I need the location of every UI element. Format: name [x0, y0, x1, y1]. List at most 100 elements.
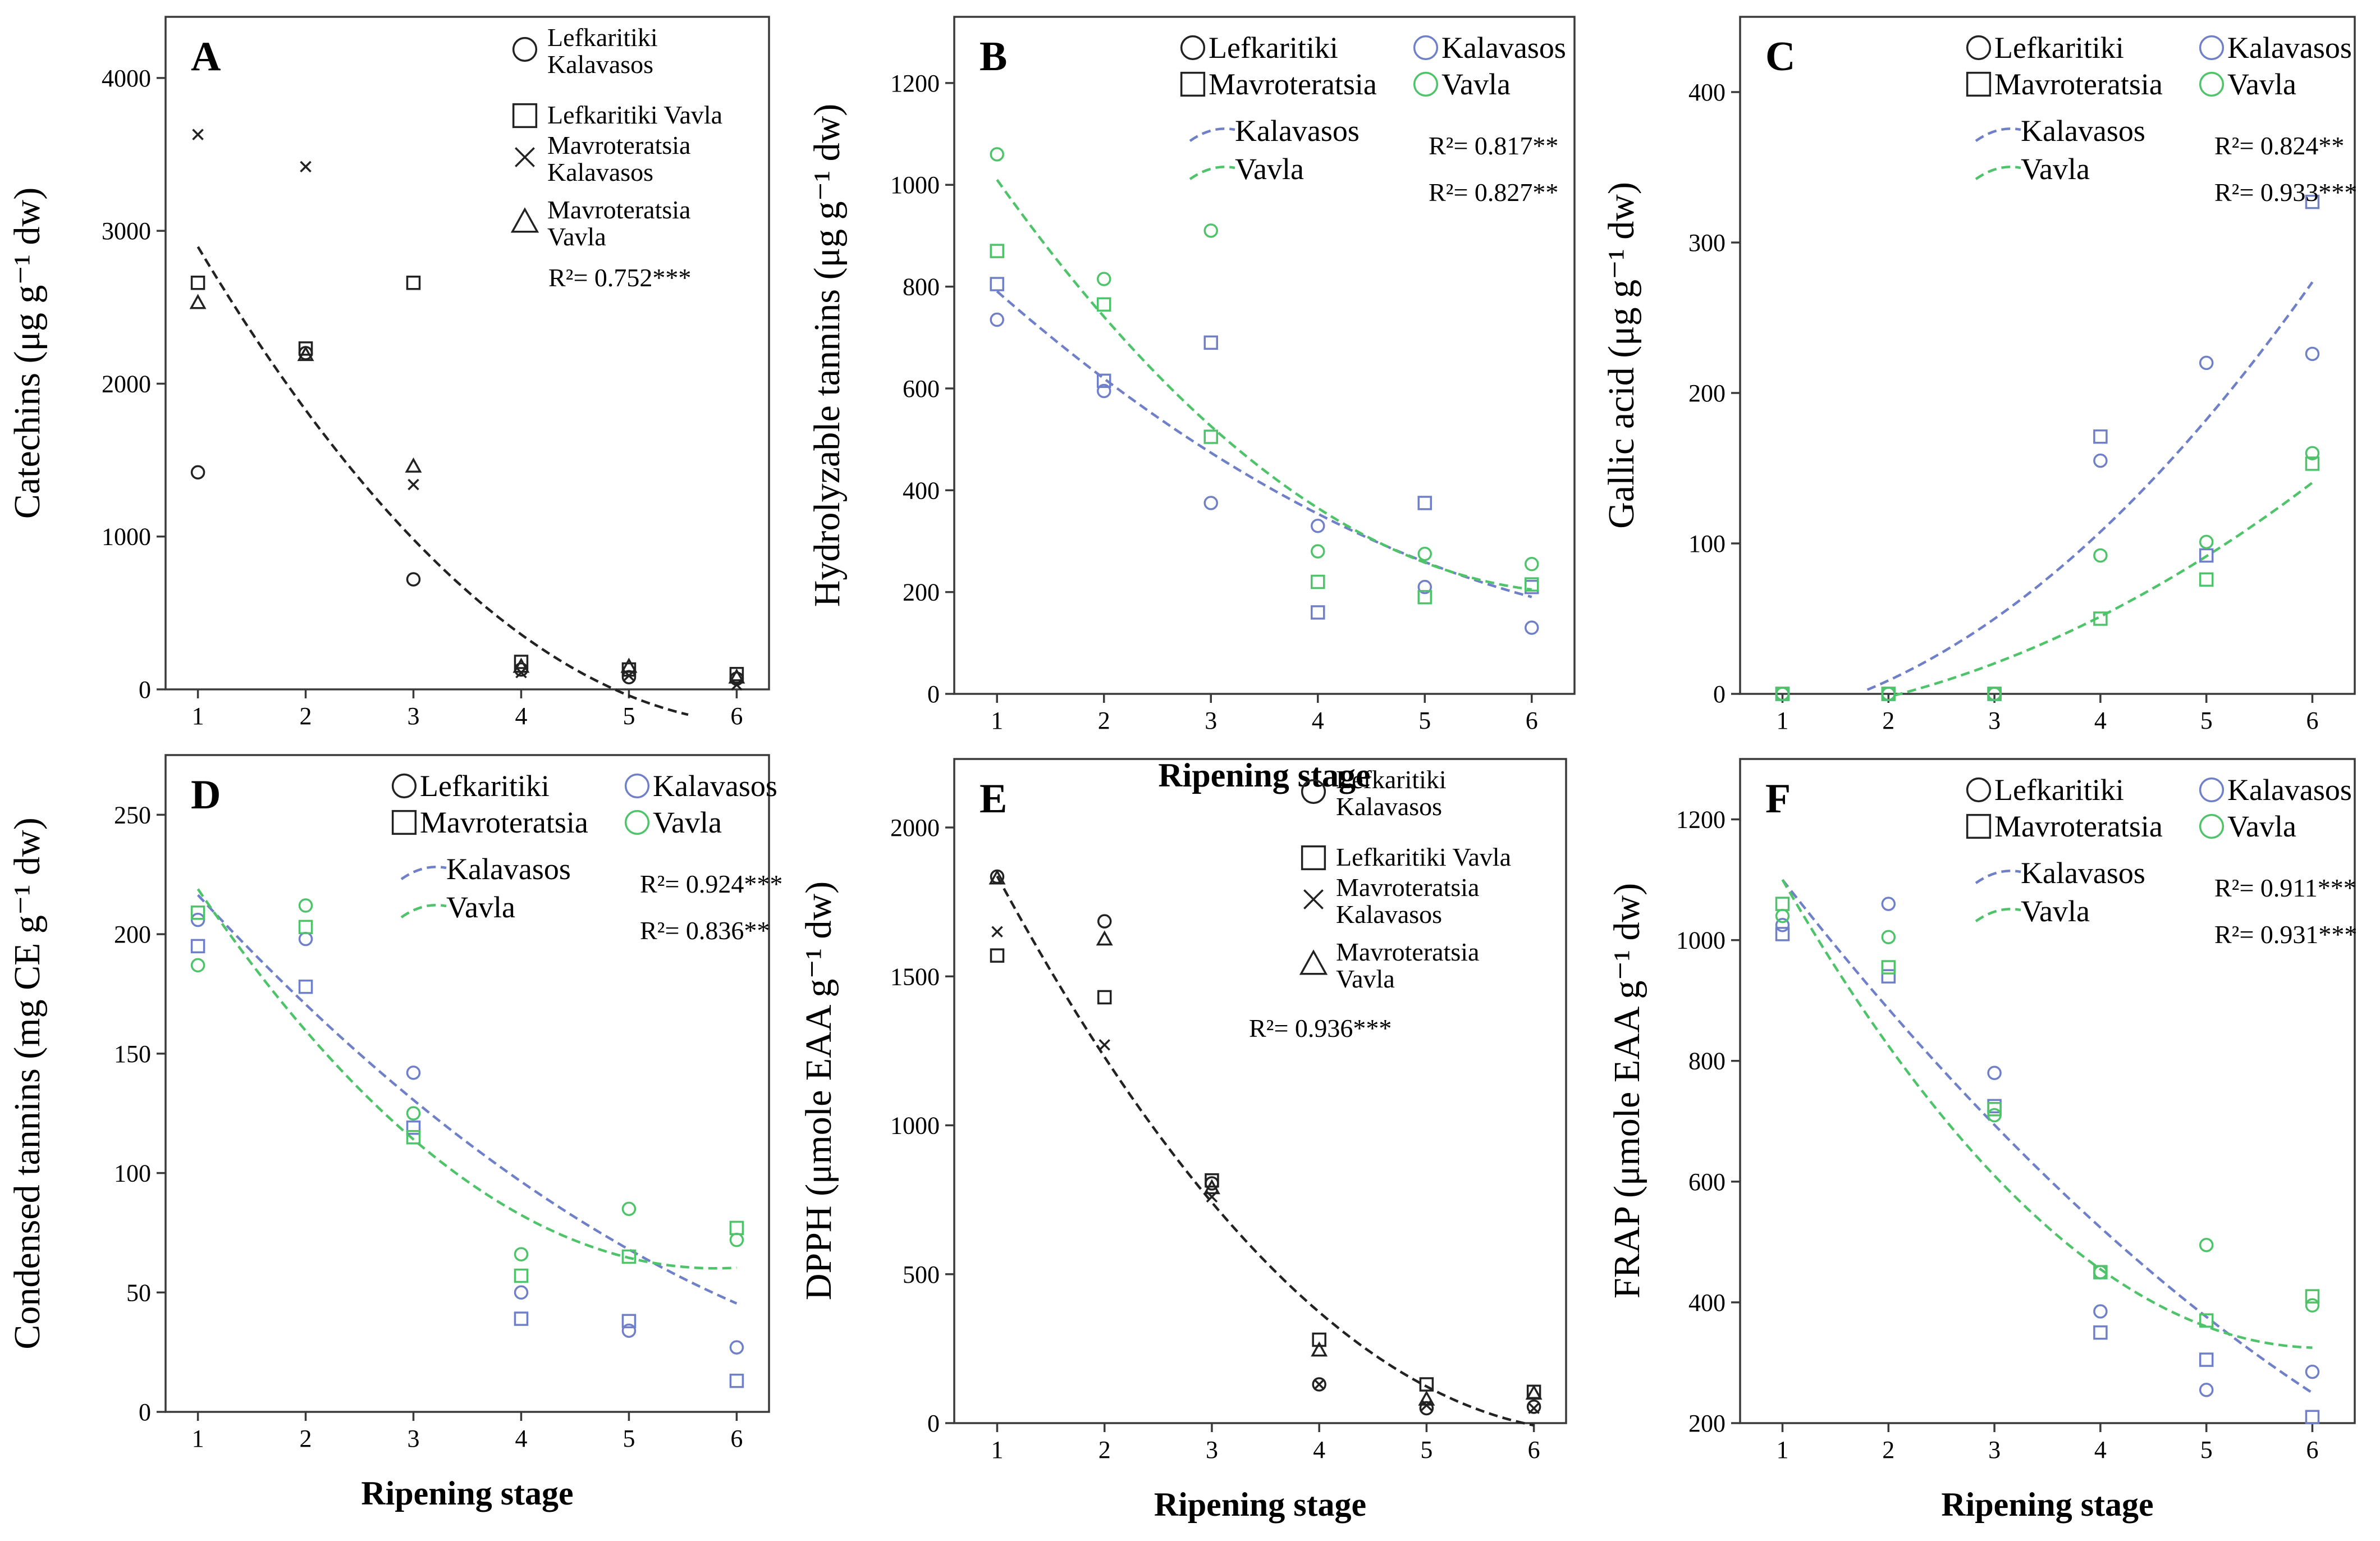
- y-tick-label: 100: [1688, 530, 1726, 557]
- data-point: [2093, 429, 2108, 444]
- data-point: [298, 341, 313, 356]
- data-point: [1525, 577, 1539, 592]
- legend-label: Kalavasos: [2227, 31, 2352, 65]
- y-tick-label: 4000: [102, 65, 151, 92]
- data-point: [1775, 918, 1790, 932]
- data-point: [408, 478, 419, 491]
- panel-e: 1 2 3 4 5 6 0 500 1000 1500 2000 DPPH (μmole EAA g⁻…: [798, 758, 1567, 1523]
- data-point: [2093, 1304, 2108, 1319]
- plot-frame: [1739, 16, 2356, 695]
- y-tick-label: 400: [1688, 1289, 1726, 1316]
- y-tick-label: 1000: [102, 523, 151, 551]
- legend-label: Kalavasos: [2021, 856, 2145, 890]
- data-point: [1775, 897, 1790, 911]
- data-point: [297, 346, 314, 362]
- data-point: [1096, 272, 1111, 286]
- data-point: [991, 926, 1003, 938]
- x-tick-label: 3: [1988, 1436, 2001, 1464]
- data-point: [990, 948, 1005, 963]
- legend-label: Kalavasos: [2227, 773, 2352, 807]
- y-tick-label: 0: [139, 1398, 151, 1426]
- data-point: [298, 898, 313, 913]
- series-mavroteratsia-vavla: [1775, 897, 2320, 1328]
- data-point: [990, 312, 1004, 327]
- y-tick-label: 200: [903, 579, 940, 606]
- data-point: [2199, 534, 2214, 550]
- data-point: [621, 1323, 637, 1338]
- x-tick-label: 4: [515, 702, 527, 730]
- x-axis-label: Ripening stage: [1941, 1486, 2153, 1523]
- data-point: [1099, 1039, 1110, 1051]
- legend-marker: [510, 207, 539, 233]
- data-point: [1525, 557, 1539, 571]
- legend-marker: [1966, 71, 1992, 97]
- x-tick-label: 3: [1205, 707, 1217, 734]
- data-point: [1203, 496, 1218, 510]
- series-lefkaritiki-vavla: [1775, 446, 2320, 701]
- data-point: [1313, 1378, 1325, 1391]
- data-point: [2093, 453, 2108, 468]
- data-point: [1203, 1179, 1220, 1195]
- y-tick-label: 50: [126, 1279, 151, 1306]
- fit-curve-vavla: [196, 888, 737, 1270]
- data-point: [190, 276, 205, 290]
- r2-label: R²= 0.836**: [640, 916, 770, 945]
- x-tick-label: 6: [2306, 1436, 2318, 1464]
- legend-marker: [2199, 777, 2225, 803]
- y-tick-label: 3000: [102, 217, 151, 245]
- legend-label: Vavla: [2021, 894, 2090, 928]
- data-point: [2305, 456, 2320, 471]
- y-tick-label: 800: [1688, 1048, 1726, 1075]
- legend-marker: [1180, 71, 1206, 97]
- x-tick-label: 4: [1312, 707, 1324, 734]
- legend-fit-line: [400, 865, 447, 880]
- legend-marker: [512, 103, 538, 129]
- legend-label: Vavla: [1441, 67, 1511, 101]
- series-lefkaritiki-kalavasos: [1775, 897, 2320, 1397]
- data-point: [1417, 496, 1432, 510]
- data-point: [1311, 519, 1325, 533]
- x-tick-label: 1: [1777, 1436, 1789, 1464]
- data-point: [1097, 990, 1112, 1005]
- legend-label: Lefkaritiki Vavla: [1336, 843, 1511, 871]
- data-point: [1525, 1384, 1543, 1400]
- r2-label: R²= 0.936***: [1249, 1014, 1392, 1042]
- r2-label: R²= 0.911***: [2214, 874, 2356, 902]
- legend-label: Mavroteratsia: [1994, 810, 2163, 843]
- legend-label: Vavla: [653, 806, 722, 839]
- data-point: [2305, 1410, 2320, 1424]
- data-point: [1775, 927, 1790, 941]
- y-tick-label: 400: [903, 477, 940, 504]
- y-tick-label: 2000: [102, 370, 151, 397]
- data-point: [1881, 930, 1896, 945]
- data-point: [405, 457, 422, 473]
- x-tick-label: 1: [991, 1436, 1003, 1464]
- series-lefkaritiki-kalavasos: [190, 346, 744, 686]
- data-point: [298, 920, 313, 935]
- data-point: [990, 244, 1004, 258]
- data-point: [731, 679, 743, 691]
- legend-marker: [1301, 845, 1326, 871]
- r2-label: R²= 0.817**: [1429, 131, 1558, 160]
- data-point: [300, 161, 312, 173]
- y-tick-label: 800: [903, 273, 940, 301]
- y-tick-label: 2000: [890, 814, 940, 842]
- x-tick-label: 5: [623, 1425, 635, 1452]
- data-point: [406, 1130, 421, 1145]
- legend-label: Lefkaritiki: [1994, 31, 2124, 65]
- legend-marker: [1413, 35, 1439, 61]
- data-point: [1987, 687, 2002, 701]
- y-axis-label: Hydrolyzable tannins (μg g⁻¹ dw): [807, 104, 848, 607]
- panel-letter: F: [1765, 776, 1791, 822]
- series-mavroteratsia-vavla: [988, 869, 1543, 1406]
- fit-curve-kalavasos: [1866, 281, 2314, 691]
- legend-fit-line: [1975, 907, 2021, 922]
- y-axis-label: Condensed tannins (mg CE g⁻¹ dw): [7, 817, 48, 1349]
- data-point: [1096, 383, 1111, 399]
- data-point: [729, 667, 744, 682]
- data-point: [2093, 1265, 2108, 1279]
- legend-label: Mavroteratsia Vavla: [547, 195, 690, 251]
- x-tick-label: 2: [1882, 1436, 1894, 1464]
- y-tick-label: 500: [903, 1261, 940, 1288]
- legend-marker: [1303, 889, 1324, 909]
